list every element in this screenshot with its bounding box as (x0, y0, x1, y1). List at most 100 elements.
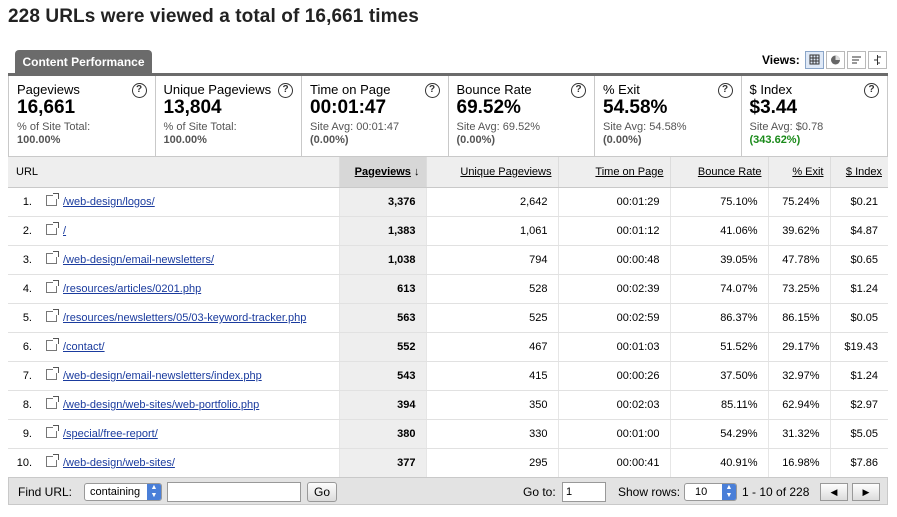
unique-pageviews-cell: 528 (426, 274, 559, 304)
column-time-header[interactable]: Time on Page (558, 157, 671, 188)
find-url-input[interactable] (167, 482, 301, 502)
exit-cell: 39.62% (768, 216, 831, 246)
next-page-icon[interactable]: ▶ (852, 483, 880, 501)
row-rank: 5. (22, 312, 32, 324)
views-label: Views: (762, 53, 800, 67)
metric-index: $ Index $3.44 Site Avg: $0.78 (343.62%) … (742, 76, 888, 156)
external-link-icon[interactable] (46, 425, 59, 438)
go-button[interactable]: Go (307, 482, 337, 502)
pageviews-cell: 1,383 (339, 216, 427, 246)
time-on-page-cell: 00:00:48 (558, 245, 671, 275)
url-link[interactable]: /web-design/email-newsletters/index.php (63, 370, 262, 382)
url-link[interactable]: / (63, 225, 67, 237)
unique-pageviews-cell: 525 (426, 303, 559, 333)
sort-bounce-link[interactable]: Bounce Rate (697, 165, 762, 178)
index-cell: $2.97 (830, 390, 888, 420)
sort-time-link[interactable]: Time on Page (595, 165, 664, 178)
column-unique-header[interactable]: Unique Pageviews (426, 157, 559, 188)
external-link-icon[interactable] (46, 309, 59, 322)
url-link[interactable]: /special/free-report/ (63, 428, 158, 440)
exit-cell: 29.17% (768, 332, 831, 362)
column-pageviews-header[interactable]: Pageviews ↓ (339, 157, 427, 188)
sort-exit-link[interactable]: % Exit (792, 165, 824, 178)
external-link-icon[interactable] (46, 251, 59, 264)
metric-value: 13,804 (163, 97, 222, 118)
row-rank: 3. (22, 254, 32, 266)
bounce-rate-cell: 74.07% (670, 274, 769, 304)
url-cell: 1. /web-design/logos/ (8, 187, 340, 217)
table-view-icon[interactable] (804, 51, 824, 69)
help-icon[interactable]: ? (131, 83, 147, 98)
exit-cell: 16.98% (768, 448, 831, 478)
column-exit-header[interactable]: % Exit (768, 157, 831, 188)
exit-cell: 62.94% (768, 390, 831, 420)
help-icon[interactable]: ? (717, 83, 733, 98)
external-link-icon[interactable] (46, 454, 59, 467)
url-link[interactable]: /web-design/email-newsletters/ (63, 254, 215, 266)
sort-unique-link[interactable]: Unique Pageviews (460, 165, 552, 178)
url-link[interactable]: /resources/articles/0201.php (63, 283, 202, 295)
help-icon[interactable]: ? (864, 83, 879, 98)
url-link[interactable]: /resources/newsletters/05/03-keyword-tra… (63, 312, 307, 324)
help-icon[interactable]: ? (278, 83, 293, 98)
external-link-icon[interactable] (46, 338, 59, 351)
url-link[interactable]: /web-design/web-sites/ (63, 457, 175, 469)
time-on-page-cell: 00:00:26 (558, 361, 671, 391)
metric-exit: % Exit 54.58% Site Avg: 54.58% (0.00%) ? (595, 76, 742, 156)
bounce-rate-cell: 51.52% (670, 332, 769, 362)
external-link-icon[interactable] (46, 367, 59, 380)
metric-unique-pageviews: Unique Pageviews 13,804 % of Site Total:… (156, 76, 302, 156)
bounce-rate-cell: 37.50% (670, 361, 769, 391)
tab-divider (8, 73, 888, 76)
page-title: 228 URLs were viewed a total of 16,661 t… (8, 6, 419, 27)
content-table: URL Pageviews ↓ Unique Pageviews Time on… (8, 157, 888, 478)
unique-pageviews-cell: 295 (426, 448, 559, 478)
url-link[interactable]: /web-design/logos/ (63, 196, 155, 208)
metric-value: 54.58% (603, 97, 668, 118)
external-link-icon[interactable] (46, 396, 59, 409)
index-cell: $5.05 (830, 419, 888, 449)
metric-value: $3.44 (749, 97, 798, 118)
bounce-rate-cell: 86.37% (670, 303, 769, 333)
help-icon[interactable]: ? (424, 83, 440, 98)
bounce-rate-cell: 41.06% (670, 216, 769, 246)
metric-label: $ Index (749, 82, 793, 97)
show-rows-select[interactable]: 10 ▲ ▼ (684, 483, 737, 501)
external-link-icon[interactable] (46, 222, 59, 235)
table-footer: Find URL: containing ▲ ▼ Go Go to: 1 Show… (8, 477, 888, 505)
url-cell: 6. /contact/ (8, 332, 340, 362)
url-link[interactable]: /contact/ (63, 341, 105, 353)
sort-index-link[interactable]: $ Index (845, 165, 882, 178)
metric-pageviews: Pageviews 16,661 % of Site Total: 100.00… (9, 76, 156, 156)
metric-time-on-page: Time on Page 00:01:47 Site Avg: 00:01:47… (302, 76, 449, 156)
pie-view-icon[interactable] (825, 51, 845, 69)
comparison-view-icon[interactable] (867, 51, 887, 69)
find-mode-select[interactable]: containing ▲ ▼ (84, 483, 162, 501)
goto-label: Go to: (523, 485, 556, 499)
row-rank: 4. (22, 283, 32, 295)
sort-pageviews-link[interactable]: Pageviews (354, 165, 411, 178)
help-icon[interactable]: ? (571, 83, 586, 98)
previous-page-icon[interactable]: ◀ (820, 483, 848, 501)
find-mode-value: containing (90, 486, 141, 498)
unique-pageviews-cell: 350 (426, 390, 559, 420)
pageviews-cell: 552 (339, 332, 427, 362)
url-link[interactable]: /web-design/web-sites/web-portfolio.php (63, 399, 260, 411)
goto-page-input[interactable]: 1 (562, 482, 606, 502)
metric-label: Time on Page (310, 82, 391, 97)
time-on-page-cell: 00:00:41 (558, 448, 671, 478)
external-link-icon[interactable] (46, 193, 59, 206)
unique-pageviews-cell: 330 (426, 419, 559, 449)
metric-bounce-rate: Bounce Rate 69.52% Site Avg: 69.52% (0.0… (449, 76, 595, 156)
url-cell: 8. /web-design/web-sites/web-portfolio.ph… (8, 390, 340, 420)
row-rank: 7. (22, 370, 32, 382)
metric-value: 69.52% (456, 97, 521, 118)
column-bounce-header[interactable]: Bounce Rate (670, 157, 769, 188)
show-rows-value: 10 (695, 486, 708, 498)
column-index-header[interactable]: $ Index (830, 157, 888, 188)
external-link-icon[interactable] (46, 280, 59, 293)
tab-content-performance[interactable]: Content Performance (15, 50, 152, 74)
time-on-page-cell: 00:02:03 (558, 390, 671, 420)
time-on-page-cell: 00:01:12 (558, 216, 671, 246)
performance-view-icon[interactable] (846, 51, 866, 69)
